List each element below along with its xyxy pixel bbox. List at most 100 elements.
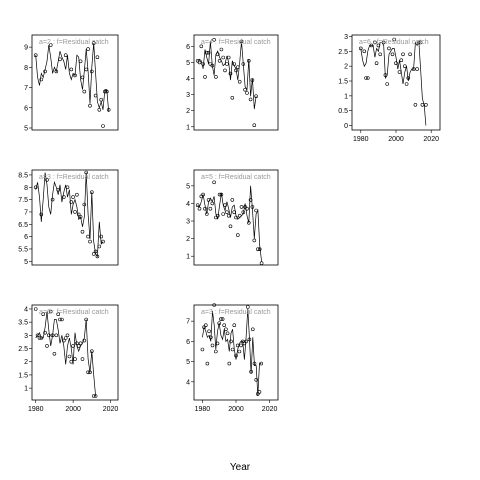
panel-frame [193,34,279,131]
observed-point [199,194,204,199]
x-tick-label: 2000 [228,406,244,413]
observed-point [232,323,237,328]
y-tick-label: 8 [24,65,28,72]
observed-point [245,91,249,95]
observed-point [97,244,102,249]
observed-point [254,208,258,213]
observed-point [80,357,85,361]
observed-point [217,192,222,197]
observed-point [245,206,249,211]
observed-point [91,394,96,398]
observed-point [257,390,262,394]
observed-point [259,261,264,266]
panel-7: a=3 : f=Residual catch 4 5 6 7 1980 2000 2020 [186,303,279,413]
observed-point [63,336,68,340]
observed-point [376,43,381,48]
observed-point [223,203,227,207]
observed-point [243,205,247,209]
observed-point [97,108,102,112]
observed-point [228,71,233,76]
observed-point [252,238,257,243]
observed-point [217,321,221,326]
observed-point [106,108,111,112]
y-tick-label: 5 [24,259,28,266]
observed-point [232,62,236,66]
observed-point [221,212,225,216]
observed-point [197,206,202,211]
observed-point [76,344,81,348]
panel-frame [193,169,279,266]
y-tick-label: 4 [186,379,190,386]
panel-3: a=6 : f=Residual catch 0 0.5 1 1.5 2 2.5 3 1980 2… [338,34,441,143]
panel-frame [31,169,119,266]
panel-5: a=5 : f=Residual catch 1 2 3 4 5 [186,169,279,266]
observed-point [250,78,255,82]
observed-point [63,53,68,58]
observed-point [247,337,252,342]
fitted-line [35,311,96,397]
observed-point [373,40,377,45]
y-tick-label: 2.5 [338,49,348,56]
y-tick-label: 8 [24,185,28,192]
observed-point [225,210,229,214]
observed-point [199,44,204,49]
observed-point [236,65,240,69]
observed-point [234,353,238,358]
x-tick-label: 2020 [103,406,119,413]
observed-point [39,336,44,340]
observed-point [223,68,227,73]
observed-point [364,76,368,80]
panel-title: a=3 : f=Residual catch [201,309,271,316]
y-tick-label: 5 [186,359,190,366]
observed-point [402,64,407,68]
observed-point [208,62,213,66]
observed-point [99,234,103,239]
observed-point [206,198,211,202]
observed-point [65,185,70,190]
y-tick-label: 1 [24,386,28,393]
observed-point [205,212,209,216]
observed-point [93,93,98,98]
observed-point [411,67,416,71]
panel-frame [31,304,119,401]
observed-point [73,357,77,361]
y-tick-label: 1 [186,124,190,131]
observed-point [246,305,250,309]
observed-point [52,351,57,356]
y-tick-label: 3 [344,34,348,41]
observed-point [208,206,213,211]
observed-point [358,46,363,51]
observed-point [408,52,412,57]
fitted-line [35,172,104,258]
panel-1: a=2 : f=Residual catch 5 6 7 8 9 [24,34,119,132]
observed-point [369,43,374,48]
x-axis-label: Year [230,462,251,473]
observed-point [252,123,257,127]
y-tick-label: 5 [24,125,28,132]
y-tick-label: 4 [186,76,190,83]
observed-point [65,333,70,338]
y-tick-label: 2 [186,108,190,115]
observed-point [43,330,47,335]
panel-frame [31,34,119,131]
observed-point [69,200,74,204]
y-tick-label: 4 [186,201,190,208]
observed-point [69,359,74,364]
observed-point [210,201,215,206]
observed-point [406,76,411,80]
observed-point [210,343,215,348]
observed-point [232,210,236,214]
panel-2: a=4 : f=Residual catch 1 2 3 4 5 6 [186,34,279,131]
observed-point [237,79,242,84]
x-tick-label: 2020 [262,406,278,413]
observed-point [195,203,200,207]
observed-point [75,192,79,197]
x-tick-label: 2000 [65,406,81,413]
y-tick-label: 6 [24,234,28,241]
observed-point [225,331,230,336]
observed-point [82,89,87,94]
observed-point [54,69,59,74]
observed-point [257,247,262,251]
x-tick-label: 2020 [423,136,439,143]
y-tick-label: 1.5 [18,372,28,379]
